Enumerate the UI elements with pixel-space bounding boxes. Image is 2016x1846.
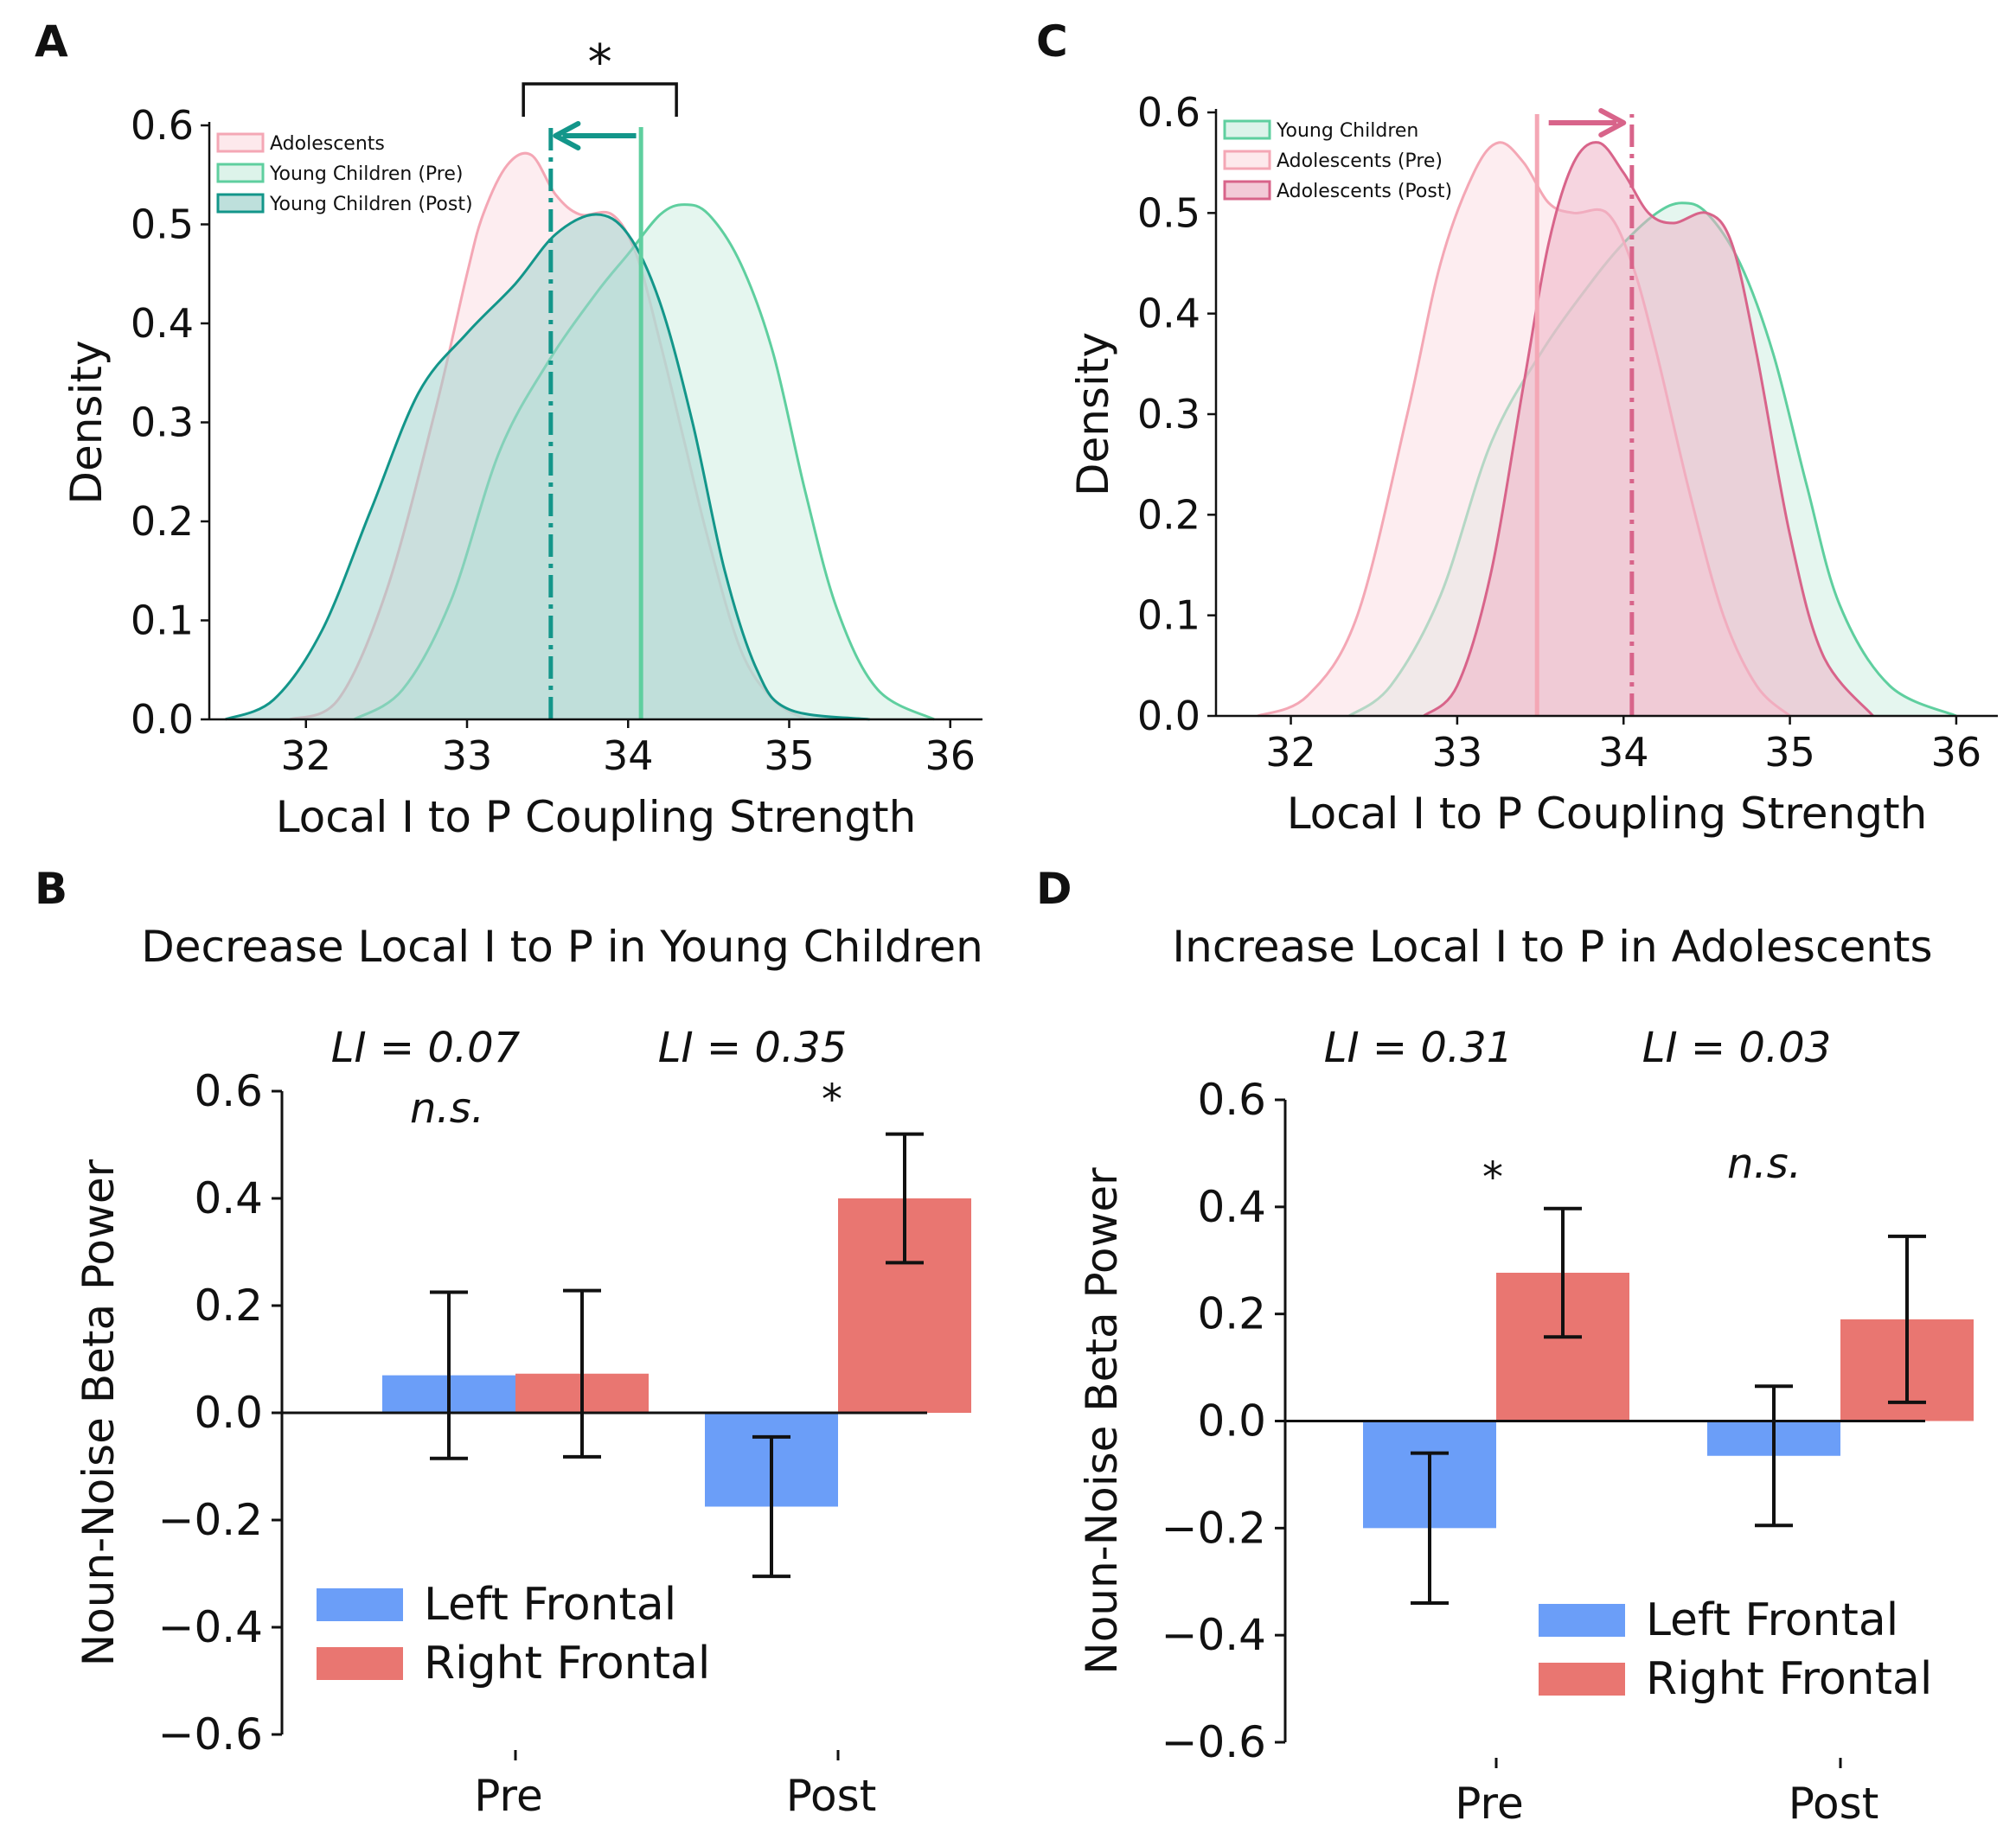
legend-swatch xyxy=(317,1647,403,1680)
significance-label: n.s. xyxy=(1727,1140,1802,1188)
legend-label: Adolescents (Pre) xyxy=(1277,150,1443,172)
shift-arrow-head xyxy=(553,121,581,150)
x-tick-label: 34 xyxy=(1598,729,1649,776)
legend-swatch xyxy=(1223,150,1271,170)
x-tick-label: 34 xyxy=(603,732,654,779)
shift-arrow-head xyxy=(1598,108,1627,137)
significance-bracket xyxy=(522,82,678,117)
y-tick-label: 0.2 xyxy=(1137,491,1200,538)
y-tick-label: 0.1 xyxy=(1137,592,1200,639)
y-tick-label: 0.6 xyxy=(131,102,194,149)
y-axis-label: Density xyxy=(1068,332,1118,496)
x-tick-label: Pre xyxy=(474,1771,543,1821)
y-tick-label: 0.6 xyxy=(1137,89,1200,136)
y-tick-label: 0.0 xyxy=(194,1388,263,1438)
density-area-3 xyxy=(225,214,870,719)
significance-label: n.s. xyxy=(410,1084,484,1133)
legend-label: Left Frontal xyxy=(424,1579,676,1631)
x-tick-label: 33 xyxy=(1432,729,1483,776)
legend-swatch xyxy=(1223,119,1271,140)
legend-swatch xyxy=(216,132,265,153)
legend-label: Adolescents (Post) xyxy=(1277,181,1452,202)
x-tick-label: 35 xyxy=(1764,729,1815,776)
x-tick-label: 33 xyxy=(442,732,493,779)
y-tick-label: −0.6 xyxy=(158,1709,263,1760)
chart-title: Increase Local I to P in Adolescents xyxy=(1172,922,1932,972)
x-axis-label: Local I to P Coupling Strength xyxy=(276,792,917,842)
panel-letter-b: B xyxy=(35,864,67,914)
y-axis-label: Noun-Noise Beta Power xyxy=(1077,1167,1127,1675)
y-tick-label: 0.4 xyxy=(1137,291,1200,337)
x-tick-label: Post xyxy=(1789,1779,1879,1829)
y-axis-label: Noun-Noise Beta Power xyxy=(74,1159,124,1666)
x-tick-label: 35 xyxy=(764,732,815,779)
y-tick-label: 0.1 xyxy=(131,597,194,644)
legend-label: Right Frontal xyxy=(1646,1653,1932,1705)
legend-swatch xyxy=(1539,1604,1625,1637)
y-tick-label: 0.6 xyxy=(1197,1075,1266,1125)
x-tick-label: 36 xyxy=(925,732,976,779)
legend-label: Adolescents xyxy=(270,133,385,155)
y-tick-label: 0.3 xyxy=(131,399,194,446)
y-tick-label: 0.0 xyxy=(1137,693,1200,739)
y-tick-label: 0.4 xyxy=(131,300,194,347)
y-tick-label: 0.4 xyxy=(194,1173,263,1223)
y-axis-label: Density xyxy=(61,340,112,504)
y-tick-label: 0.6 xyxy=(194,1066,263,1116)
y-tick-label: 0.4 xyxy=(1197,1182,1266,1232)
significance-label: * xyxy=(1482,1153,1503,1202)
y-tick-label: 0.0 xyxy=(131,696,194,743)
x-tick-label: Pre xyxy=(1455,1779,1524,1829)
x-tick-label: 36 xyxy=(1931,729,1982,776)
legend-swatch xyxy=(216,193,265,214)
density-plot-c: 32 33 34 35 36 0.0 0.1 0.2 0.3 0.4 0.5 0.6 Local I t… xyxy=(1068,89,1998,839)
y-tick-label: 0.2 xyxy=(1197,1289,1266,1339)
significance-star: * xyxy=(588,35,612,91)
panel-letter-c: C xyxy=(1036,16,1068,67)
x-axis-label: Local I to P Coupling Strength xyxy=(1287,789,1928,839)
y-tick-label: 0.5 xyxy=(131,201,194,248)
legend-label: Young Children xyxy=(1276,120,1418,142)
legend-label: Left Frontal xyxy=(1646,1594,1898,1646)
y-tick-label: −0.2 xyxy=(1162,1503,1266,1553)
y-tick-label: 0.3 xyxy=(1137,391,1200,438)
legend-swatch xyxy=(216,163,265,183)
y-tick-label: −0.2 xyxy=(158,1495,263,1545)
x-tick-label: 32 xyxy=(1265,729,1316,776)
x-tick-label: Post xyxy=(786,1771,877,1821)
density-plot-a: * 32 33 34 35 36 0.0 0.1 0.2 0.3 0.4 0.5 0.6 Local I … xyxy=(61,35,982,842)
y-tick-label: 0.2 xyxy=(131,498,194,545)
legend-label: Young Children (Post) xyxy=(269,194,473,215)
y-tick-label: −0.4 xyxy=(1162,1610,1266,1660)
legend-swatch xyxy=(317,1588,403,1621)
legend-label: Right Frontal xyxy=(424,1638,710,1690)
li-label: LI = 0.31 xyxy=(1324,1024,1514,1072)
density-line-3 xyxy=(1423,141,1874,718)
bar-chart-d: Increase Local I to P in Adolescents Pre L… xyxy=(1077,922,1974,1829)
y-tick-label: −0.6 xyxy=(1162,1717,1266,1767)
chart-title: Decrease Local I to P in Young Children xyxy=(141,922,983,972)
y-tick-label: 0.0 xyxy=(1197,1396,1266,1447)
bar-chart-b: Decrease Local I to P in Young Children P… xyxy=(74,922,983,1821)
significance-label: * xyxy=(822,1076,842,1124)
li-label: LI = 0.35 xyxy=(658,1024,848,1072)
x-tick-label: 32 xyxy=(280,732,331,779)
li-label: LI = 0.07 xyxy=(331,1024,521,1072)
legend-swatch xyxy=(1539,1663,1625,1696)
y-tick-label: −0.4 xyxy=(158,1602,263,1652)
panel-letter-a: A xyxy=(35,16,68,67)
panel-letter-d: D xyxy=(1036,864,1072,914)
legend-label: Young Children (Pre) xyxy=(269,163,464,185)
density-line-3 xyxy=(225,213,870,721)
y-tick-label: 0.5 xyxy=(1137,189,1200,236)
legend-swatch xyxy=(1223,180,1271,201)
li-label: LI = 0.03 xyxy=(1642,1024,1832,1072)
y-tick-label: 0.2 xyxy=(194,1281,263,1331)
